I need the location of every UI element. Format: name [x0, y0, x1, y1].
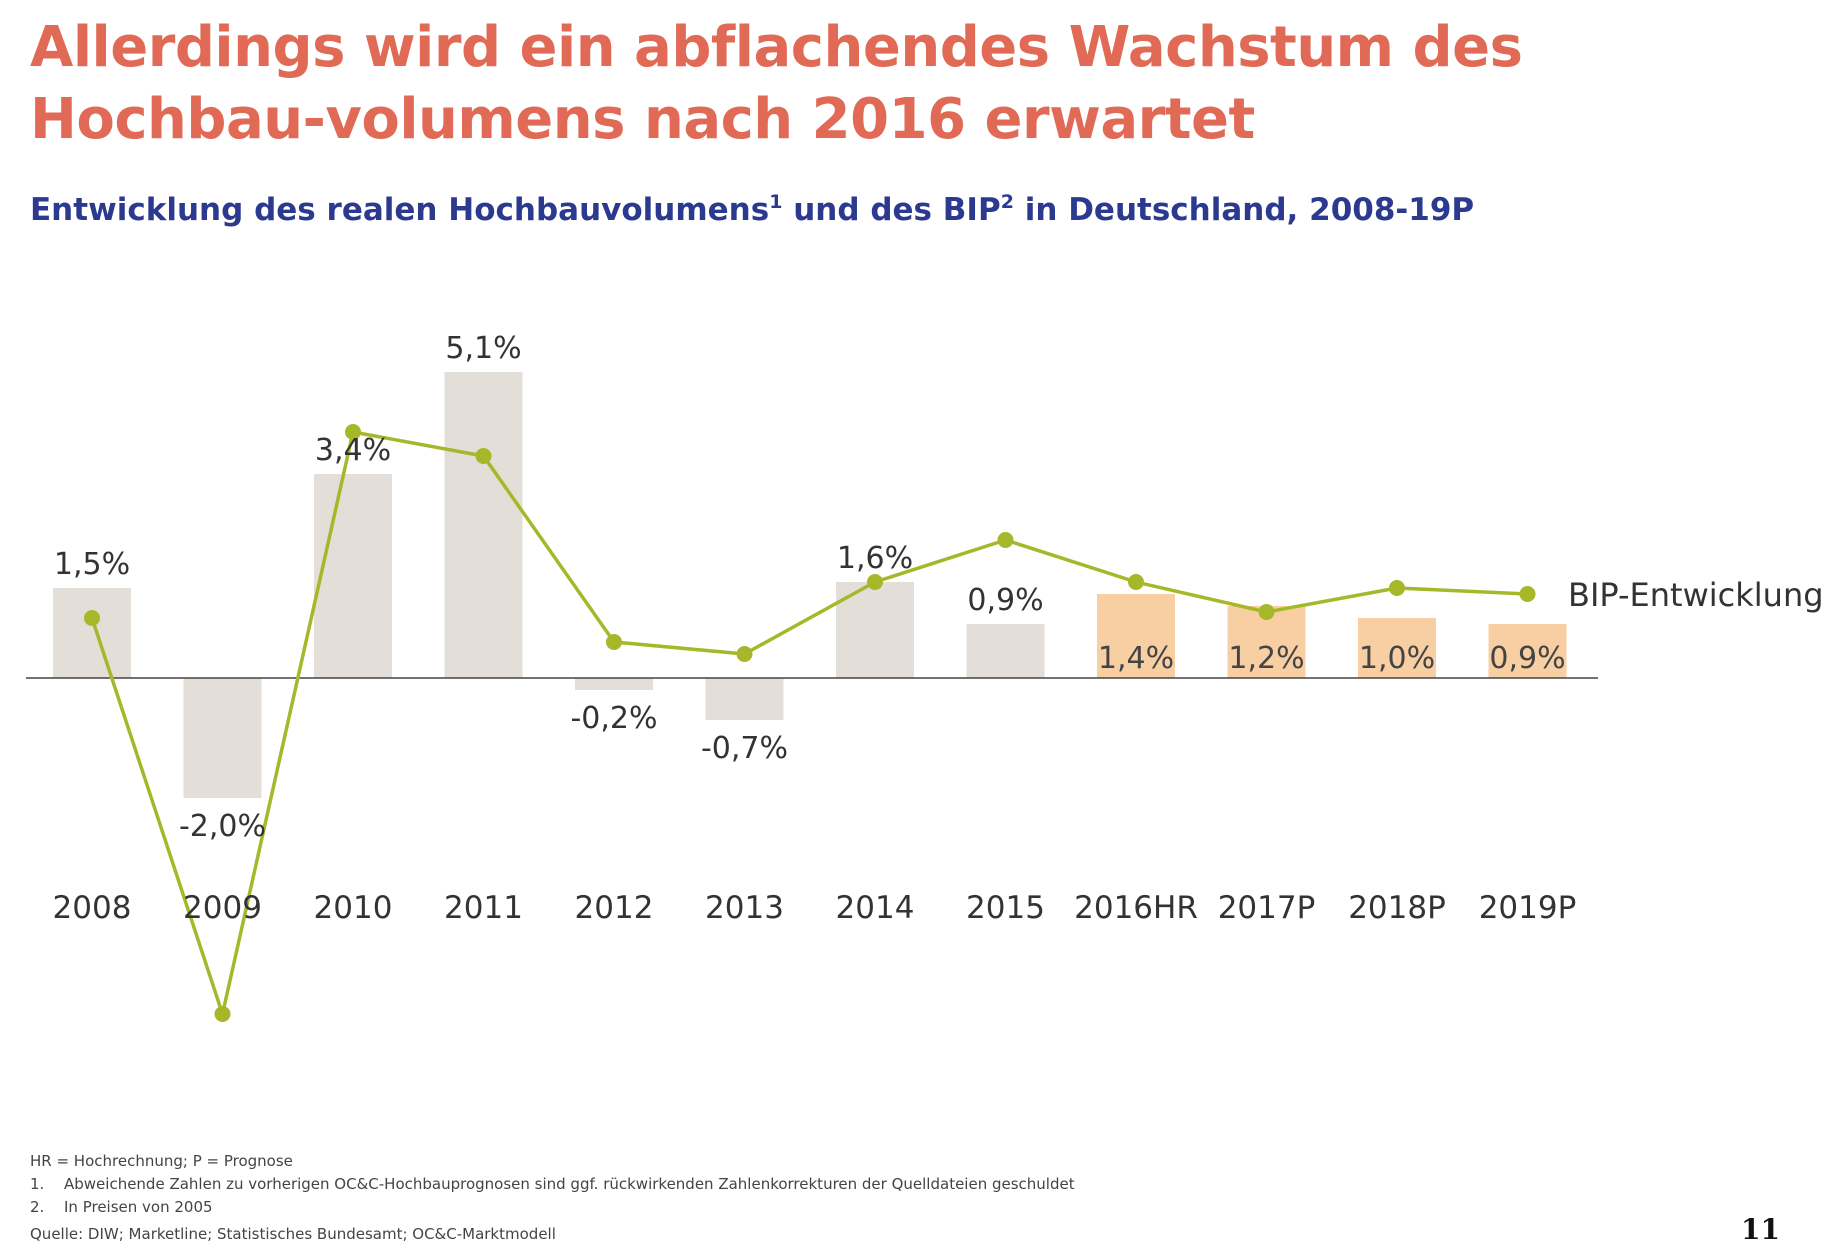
x-tick-label: 2014: [836, 890, 915, 926]
bar-value-label: -2,0%: [179, 809, 266, 844]
bip-point: [867, 574, 883, 590]
bar-value-label: 5,1%: [445, 331, 521, 366]
footnote: 2. In Preisen von 2005: [30, 1196, 1075, 1219]
bar-value-label: -0,2%: [570, 701, 657, 736]
bar-2018P: [1358, 618, 1436, 678]
footnote: HR = Hochrechnung; P = Prognose: [30, 1150, 1075, 1173]
x-tick-label: 2016HR: [1074, 890, 1198, 926]
bar-2009: [183, 678, 262, 798]
bip-point: [84, 610, 100, 626]
bar-value-label: 1,0%: [1359, 641, 1435, 676]
footnote-marker-1: 1: [769, 191, 783, 213]
bar-2012: [575, 678, 653, 690]
x-tick-label: 2008: [53, 890, 132, 926]
bip-point: [214, 1006, 231, 1022]
x-tick-label: 2017P: [1218, 890, 1316, 926]
bar-2015: [966, 624, 1045, 678]
bar-2013: [705, 678, 784, 720]
bars: [53, 372, 1567, 798]
bip-point: [1519, 586, 1536, 602]
bar-2010: [314, 474, 392, 678]
x-tick-label: 2012: [575, 890, 654, 926]
bip-point: [606, 634, 622, 650]
bip-point: [345, 424, 361, 440]
bip-point: [1389, 580, 1405, 596]
bip-point: [736, 646, 753, 662]
bip-point: [997, 532, 1014, 548]
footnotes: HR = Hochrechnung; P = Prognose 1. Abweic…: [30, 1150, 1075, 1219]
x-tick-label: 2009: [183, 890, 262, 926]
bar-value-label: 3,4%: [315, 433, 391, 468]
footnote-text: HR = Hochrechnung; P = Prognose: [30, 1152, 293, 1170]
bar-value-label: 1,5%: [54, 547, 130, 582]
x-tick-label: 2010: [314, 890, 393, 926]
bip-line: [84, 424, 1536, 1022]
data-labels: 1,5% -2,0% 3,4% 5,1% -0,2% -0,7% 1,6% 0,9% 1,4% 1…: [54, 331, 1566, 844]
x-tick-label: 2018P: [1348, 890, 1446, 926]
bip-point: [475, 448, 492, 464]
bar-2011: [444, 372, 523, 678]
bar-value-label: 1,4%: [1098, 641, 1174, 676]
bar-value-label: 0,9%: [1489, 641, 1565, 676]
bar-value-label: 1,6%: [837, 541, 913, 576]
series-label-bip: BIP-Entwicklung: [1568, 576, 1824, 614]
subtitle-text: in Deutschland, 2008-19P: [1013, 192, 1475, 228]
bar-value-label: 1,2%: [1228, 641, 1304, 676]
footnote-text: In Preisen von 2005: [64, 1198, 213, 1216]
subtitle-text: und des BIP: [782, 192, 1001, 228]
x-tick-label: 2015: [966, 890, 1045, 926]
page-title: Allerdings wird ein abflachendes Wachstu…: [30, 15, 1523, 152]
bar-2019P: [1488, 624, 1567, 678]
bar-2008: [53, 588, 131, 678]
bip-line-path: [90, 430, 1528, 1016]
bar-value-label: 0,9%: [967, 583, 1043, 618]
bar-2016HR: [1097, 594, 1175, 678]
x-tick-label: 2011: [444, 890, 523, 926]
footnote-marker-2: 2: [1000, 191, 1014, 213]
chart: 1,5% -2,0% 3,4% 5,1% -0,2% -0,7% 1,6% 0,9% 1,4% 1…: [26, 331, 1824, 1022]
bip-point: [1128, 574, 1144, 590]
x-axis-labels: 2008 2009 2010 2011 2012 2013 2014 2015 2016HR 20…: [53, 890, 1577, 926]
page-number: 11: [1741, 1213, 1780, 1246]
footnote: 1. Abweichende Zahlen zu vorherigen OC&C-…: [30, 1173, 1075, 1196]
source-note: Quelle: DIW; Marketline; Statistisches B…: [30, 1225, 556, 1243]
bip-point: [1258, 604, 1275, 620]
subtitle-text: Entwicklung des realen Hochbauvolumens: [30, 192, 770, 228]
footnote-number: 1.: [30, 1175, 45, 1193]
x-tick-label: 2013: [705, 890, 784, 926]
footnote-text: Abweichende Zahlen zu vorherigen OC&C-Ho…: [64, 1175, 1075, 1193]
bar-value-label: -0,7%: [701, 731, 788, 766]
footnote-number: 2.: [30, 1198, 45, 1216]
chart-subtitle: Entwicklung des realen Hochbauvolumens1 …: [30, 190, 1474, 230]
x-tick-label: 2019P: [1479, 890, 1577, 926]
